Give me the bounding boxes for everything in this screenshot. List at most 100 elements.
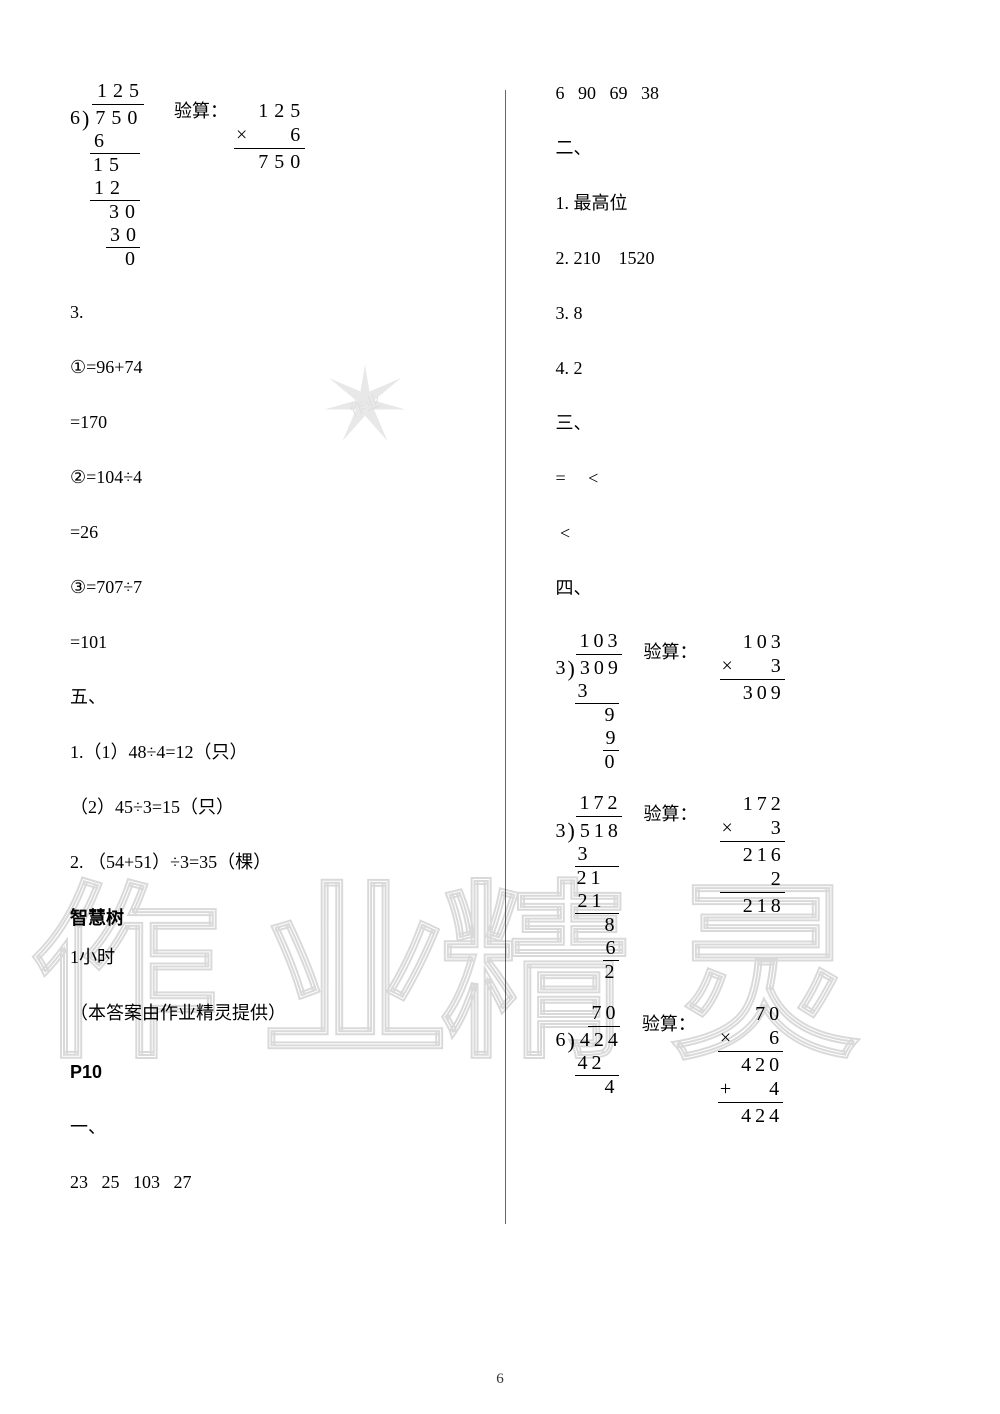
verify-label-4: 验算： <box>642 1002 696 1036</box>
problem-ld1-row: 125 6 ) 750 6 15 12 30 30 0 验算： <box>70 80 455 271</box>
ld3-s2: 21 <box>575 890 619 914</box>
ld2-dv: 3 <box>556 657 568 680</box>
ld4-r1: 4 <box>558 1076 620 1099</box>
division-bracket-icon: ) <box>568 818 575 843</box>
mul4-p1: 420 <box>718 1051 783 1077</box>
division-bracket-icon: ) <box>568 1028 575 1053</box>
mul2-res: 309 <box>720 679 785 705</box>
r-t3: 3. 8 <box>556 300 941 327</box>
eq2b: =26 <box>70 519 455 546</box>
r-t4: 4. 2 <box>556 355 941 382</box>
division-bracket-icon: ) <box>82 106 89 131</box>
times-icon: × <box>722 654 741 678</box>
ld4-dv: 6 <box>556 1029 568 1052</box>
mul1-res: 750 <box>234 148 305 174</box>
mul2: 103 × 3 309 <box>720 630 785 705</box>
mul4-add: 4 <box>739 1078 781 1100</box>
section-5-label: 五、 <box>70 684 455 711</box>
zhihuishu-answer: 1小时 <box>70 944 455 971</box>
mul3-p2: 2 <box>720 867 785 891</box>
one-row: 23 25 103 27 <box>70 1169 455 1196</box>
ld3-dd: 518 <box>575 820 620 843</box>
mul4-a: 70 <box>718 1002 783 1026</box>
mul3-p1: 216 <box>720 841 785 867</box>
long-division-4: 70 6 ) 424 42 4 <box>556 1002 620 1099</box>
problem-ld4-row: 70 6 ) 424 42 4 验算： 70 × 6 420 + 4 424 <box>556 1002 941 1128</box>
problem-ld3-row: 172 3 ) 518 3 21 21 8 6 2 验算： 172 × <box>556 792 941 983</box>
zhihuishu-title: 智慧树 <box>70 904 455 930</box>
r-t1: 1. 最高位 <box>556 190 941 217</box>
long-division-1: 125 6 ) 750 6 15 12 30 30 0 <box>70 80 144 271</box>
ld3-r2: 8 <box>558 914 622 937</box>
problem-ld2-row: 103 3 ) 309 3 9 9 0 验算： 103 × 3 309 <box>556 630 941 774</box>
verify-label-2: 验算： <box>644 630 698 664</box>
times-icon: × <box>236 123 255 147</box>
ld4-q: 70 <box>588 1002 620 1027</box>
credit-line: （本答案由作业精灵提供） <box>70 999 455 1025</box>
ld3-s3: 6 <box>603 937 619 961</box>
verify-label-3: 验算： <box>644 792 698 826</box>
p5-3: 2. （54+51）÷3=35（棵） <box>70 849 455 876</box>
ld1-dividend: 750 <box>89 107 140 130</box>
ld2-s1: 3 <box>575 680 619 704</box>
mul4: 70 × 6 420 + 4 424 <box>718 1002 783 1128</box>
long-division-2: 103 3 ) 309 3 9 9 0 <box>556 630 622 774</box>
ld2-q: 103 <box>576 630 622 655</box>
ld1-r3: 0 <box>72 248 144 271</box>
p10-label: P10 <box>70 1059 455 1086</box>
cmp1: = < <box>556 465 941 492</box>
ld1-s2: 12 <box>90 177 140 201</box>
eq3b: =101 <box>70 629 455 656</box>
cmp2: < <box>556 520 941 547</box>
eq2a: ②=104÷4 <box>70 464 455 491</box>
ld1-verify: 验算： 125 × 6 750 <box>174 80 305 174</box>
ld1-r2: 30 <box>72 201 144 224</box>
long-division-3: 172 3 ) 518 3 21 21 8 6 2 <box>556 792 622 983</box>
p5-2: （2）45÷3=15（只） <box>70 794 455 821</box>
ld2-s2: 9 <box>603 727 619 751</box>
section-3-label-r: 三、 <box>556 410 941 437</box>
mul3: 172 × 3 216 2 218 <box>720 792 785 918</box>
mul3-a: 172 <box>720 792 785 816</box>
section-2-label: 二、 <box>556 135 941 162</box>
eq3a: ③=707÷7 <box>70 574 455 601</box>
times-icon: × <box>720 1026 739 1050</box>
p5-1: 1.（1）48÷4=12（只） <box>70 739 455 766</box>
ld3-s1: 3 <box>575 843 619 867</box>
ld1-quotient: 125 <box>92 80 144 105</box>
section-1-label: 一、 <box>70 1114 455 1141</box>
section-4-label: 四、 <box>556 575 941 602</box>
mul2-a: 103 <box>720 630 785 654</box>
ld4-s1: 42 <box>575 1052 619 1076</box>
page-number: 6 <box>0 1371 1000 1388</box>
ld1-s3: 30 <box>106 224 140 248</box>
mul1: 125 × 6 750 <box>234 99 305 174</box>
ld2-r2: 0 <box>558 751 622 774</box>
stamp-icon: 作业 <box>320 360 410 450</box>
left-column: 125 6 ) 750 6 15 12 30 30 0 验算： <box>70 80 465 1224</box>
mul1-a: 125 <box>234 99 305 123</box>
ld3-r1: 21 <box>558 867 622 890</box>
ld1-s1: 6 <box>90 130 140 154</box>
r-t2: 2. 210 1520 <box>556 245 941 272</box>
mul3-res: 218 <box>720 892 785 918</box>
mul4-res: 424 <box>718 1102 783 1128</box>
division-bracket-icon: ) <box>568 656 575 681</box>
plus-icon: + <box>720 1077 739 1101</box>
times-icon: × <box>722 816 741 840</box>
one-row2: 6 90 69 38 <box>556 80 941 107</box>
section-3-label: 3. <box>70 299 455 326</box>
ld3-q: 172 <box>576 792 622 817</box>
ld1-r1: 15 <box>72 154 144 177</box>
mul3-b: 3 <box>741 817 783 839</box>
ld2-r1: 9 <box>558 704 622 727</box>
mul2-b: 3 <box>741 655 783 677</box>
ld2-dd: 309 <box>575 657 620 680</box>
ld3-dv: 3 <box>556 820 568 843</box>
right-column: 6 90 69 38 二、 1. 最高位 2. 210 1520 3. 8 4.… <box>546 80 941 1224</box>
ld4-dd: 424 <box>575 1029 620 1052</box>
ld1-divisor: 6 <box>70 107 82 130</box>
mul4-b: 6 <box>739 1027 781 1049</box>
ld3-r3: 2 <box>558 961 622 984</box>
verify-label: 验算： <box>174 98 228 125</box>
